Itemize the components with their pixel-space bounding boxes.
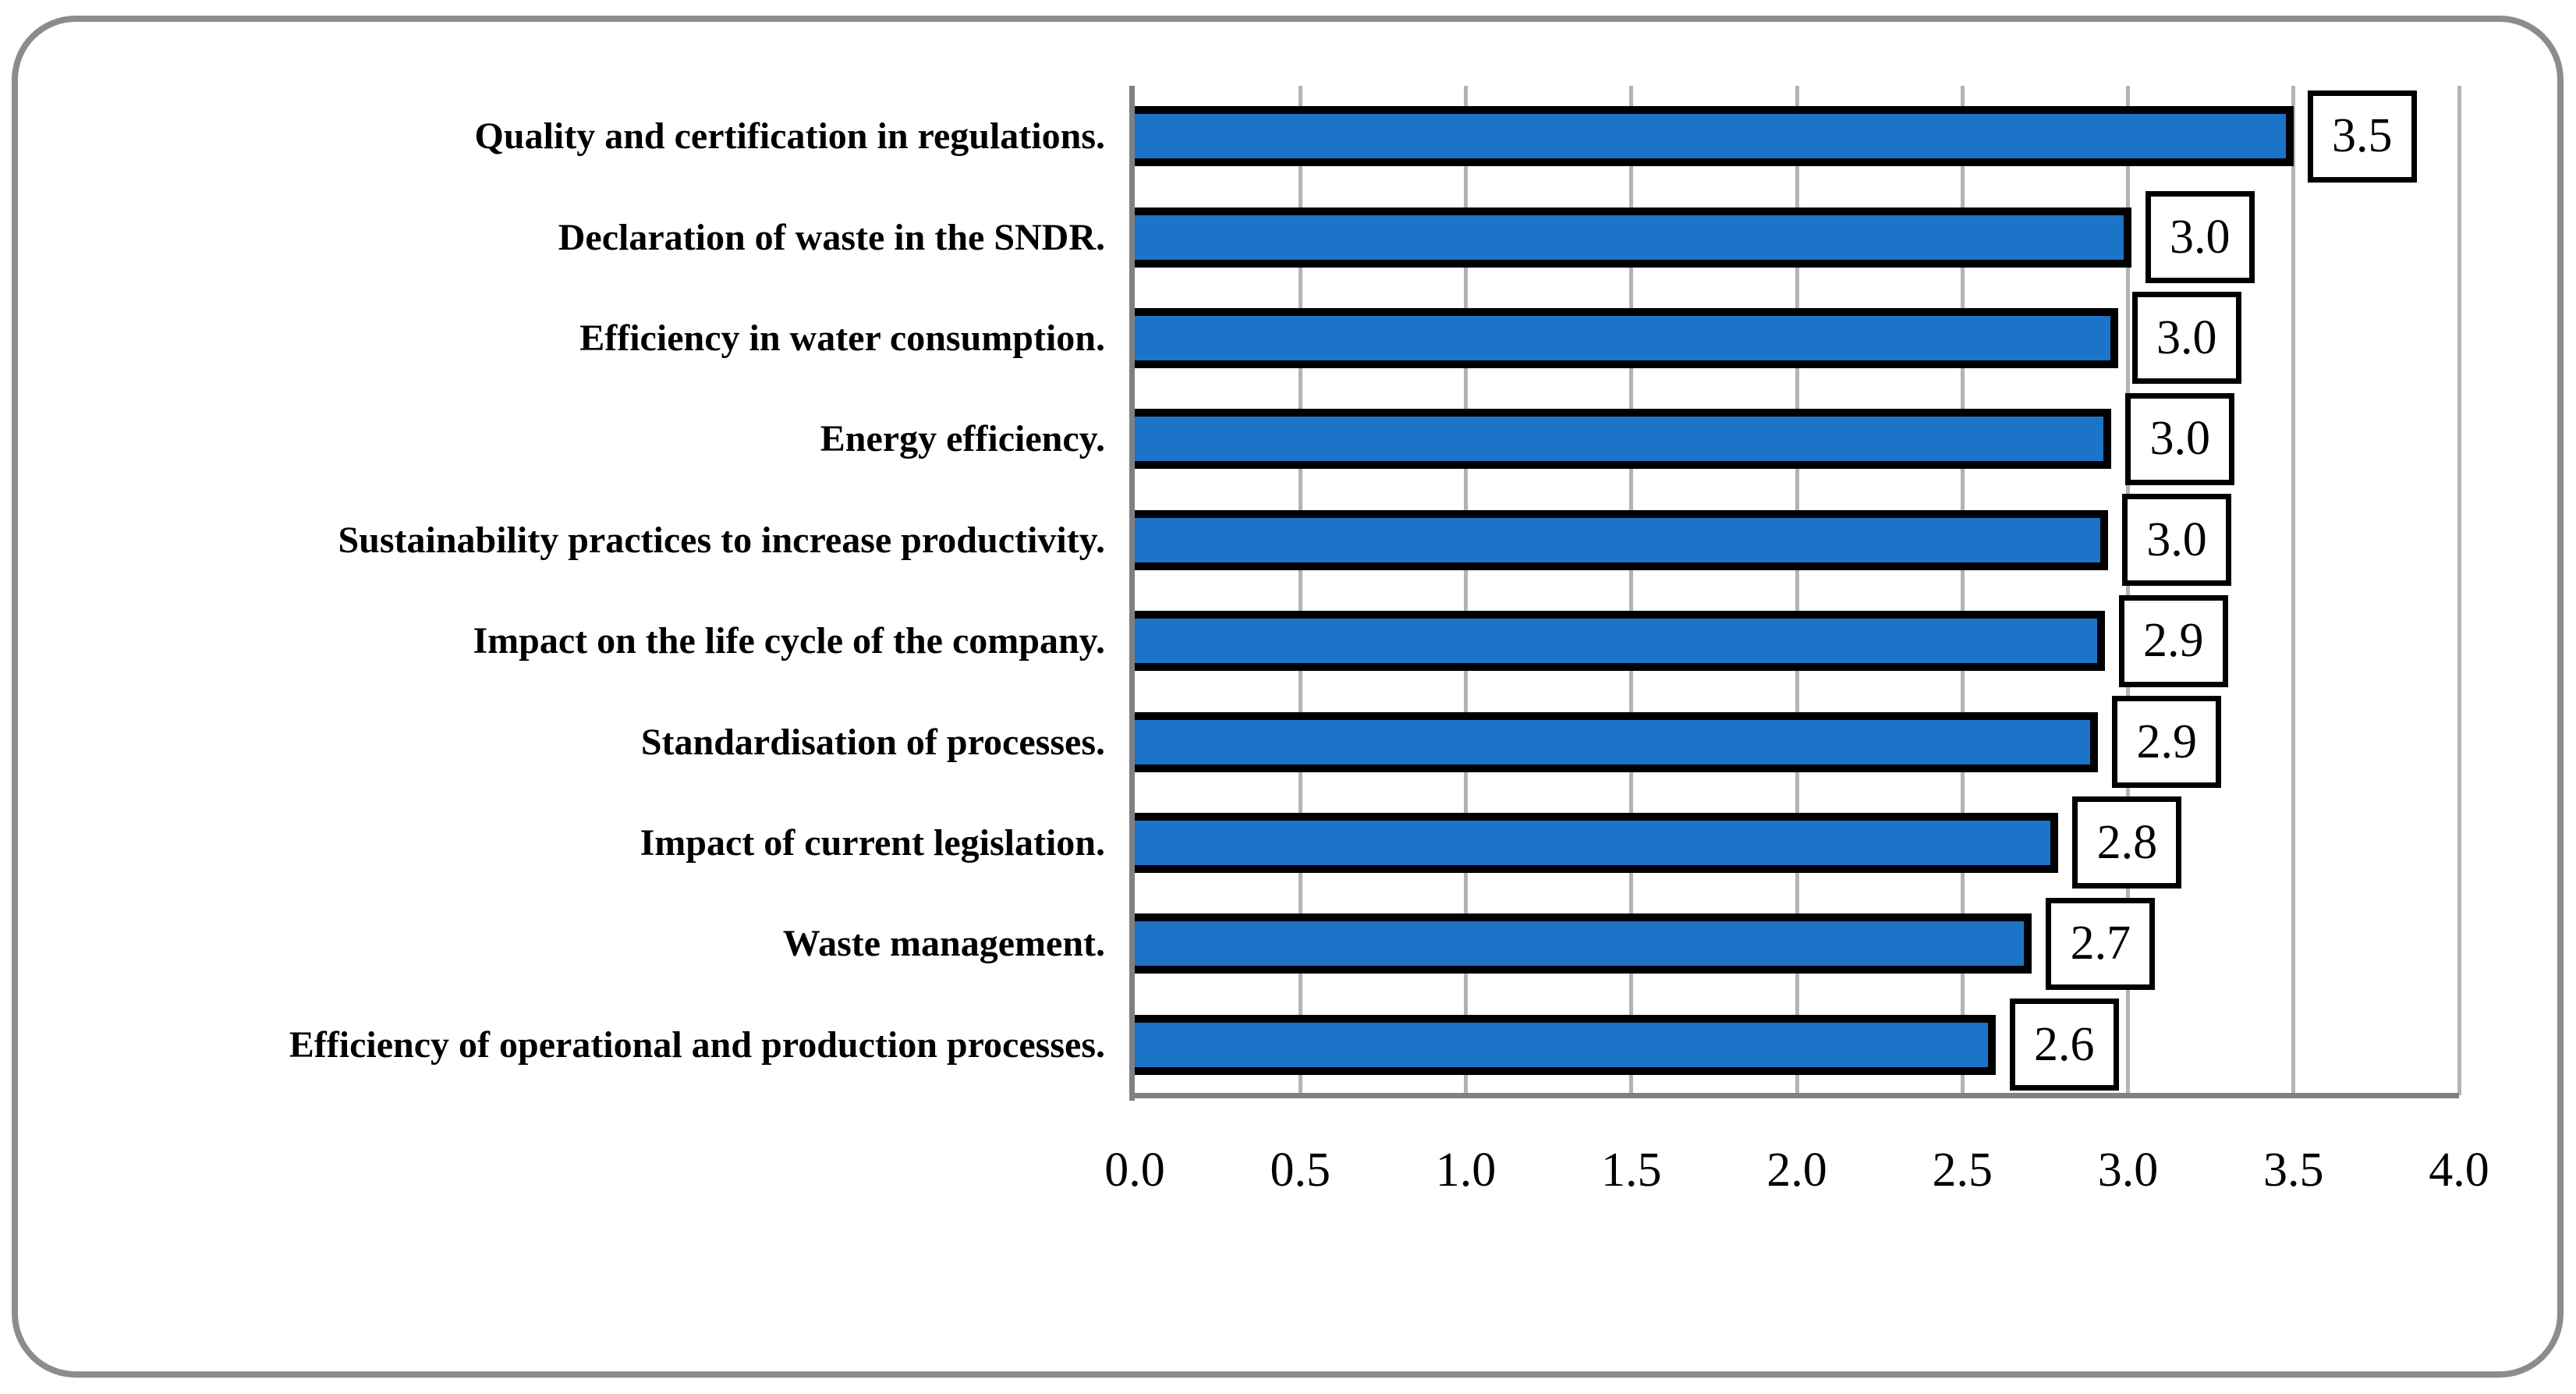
bar-row: Sustainability practices to increase pro… [0,490,2576,591]
category-label: Efficiency of operational and production… [289,1023,1105,1066]
value-label: 3.5 [2332,109,2393,163]
y-axis-line [1129,86,1135,1101]
category-label: Declaration of waste in the SNDR. [558,216,1105,258]
value-label: 2.6 [2033,1017,2095,1071]
bar [1135,509,2109,570]
value-label-box: 2.6 [2009,999,2119,1091]
figure-border [12,16,2564,1378]
gridline [1298,86,1302,1095]
bar [1135,307,2118,368]
category-label: Sustainability practices to increase pro… [338,519,1105,561]
category-label: Impact on the life cycle of the company. [473,620,1105,662]
bar-row: Impact of current legislation. 2.8 [0,793,2576,893]
value-label: 3.0 [2156,310,2217,364]
bar-row: Impact on the life cycle of the company.… [0,591,2576,691]
bar-row: Efficiency of operational and production… [0,995,2576,1095]
value-label: 2.9 [2136,715,2198,768]
bar [1135,913,2032,974]
value-label-box: 2.8 [2072,796,2182,889]
gridline [1960,86,1965,1095]
value-label-box: 2.7 [2046,897,2156,990]
value-label: 3.0 [2169,210,2231,264]
x-tick-label: 0.0 [1104,1144,1165,1197]
value-label-box: 2.9 [2112,696,2222,789]
value-label-box: 3.5 [2307,90,2417,183]
value-label-box: 3.0 [2122,494,2232,587]
bar-row: Waste management. 2.7 [0,893,2576,994]
category-label: Efficiency in water consumption. [579,317,1105,359]
bar-row: Energy efficiency. 3.0 [0,388,2576,489]
category-label: Standardisation of processes. [640,721,1105,763]
gridline [1464,86,1468,1095]
gridline [2126,86,2130,1095]
x-tick-label: 2.5 [1932,1144,1993,1197]
bar [1135,711,2099,772]
x-axis-line [1129,1093,2459,1098]
x-tick-label: 3.5 [2263,1144,2324,1197]
gridline [1795,86,1799,1095]
value-label: 2.8 [2096,815,2158,869]
value-label: 2.9 [2143,614,2204,668]
value-label: 3.0 [2146,513,2207,566]
category-label: Impact of current legislation. [640,821,1105,864]
bar-row: Efficiency in water consumption. 3.0 [0,288,2576,388]
bar-row: Quality and certification in regulations… [0,86,2576,186]
category-label: Waste management. [782,923,1105,965]
value-label-box: 2.9 [2118,594,2228,687]
bar [1135,1014,1996,1075]
value-label-box: 3.0 [2125,392,2235,485]
bar [1135,207,2131,268]
gridline [1629,86,1634,1095]
gridline [2457,86,2461,1095]
plot-area [1129,86,2461,1101]
bar-row: Declaration of waste in the SNDR. 3.0 [0,186,2576,287]
bar [1135,106,2294,167]
category-label: Quality and certification in regulations… [474,115,1105,158]
value-label-box: 3.0 [2145,191,2255,284]
bar-row: Standardisation of processes. 2.9 [0,691,2576,792]
gridline [2291,86,2296,1095]
bar [1135,812,2059,873]
value-label: 2.7 [2070,917,2131,970]
x-tick-label: 3.0 [2097,1144,2159,1197]
x-tick-label: 1.0 [1435,1144,1497,1197]
x-tick-label: 4.0 [2429,1144,2489,1197]
value-label: 3.0 [2149,412,2211,466]
bar [1135,611,2105,672]
x-tick-label: 0.5 [1270,1144,1331,1197]
bar [1135,409,2112,470]
x-tick-label: 2.0 [1766,1144,1827,1197]
category-label: Energy efficiency. [820,418,1105,460]
x-tick-label: 1.5 [1601,1144,1662,1197]
value-label-box: 3.0 [2131,292,2241,385]
